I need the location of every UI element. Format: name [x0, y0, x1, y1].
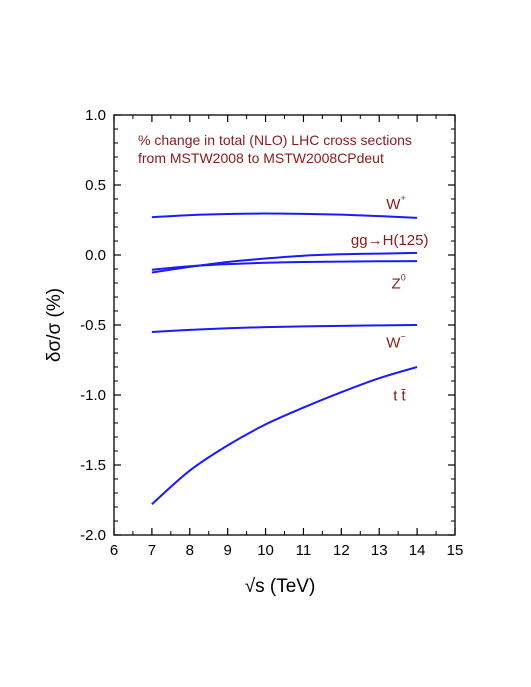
series-labels: W+ gg→H(125) Z0 W− t t̄: [351, 193, 429, 405]
series-label: gg→H(125): [351, 232, 429, 249]
series-line: [151, 324, 418, 333]
y-tick-label: -0.5: [80, 317, 106, 334]
y-tick-label: -1.5: [80, 457, 106, 474]
y-axis-title: δσ/σ (%): [44, 288, 65, 362]
x-tick-label: 12: [333, 542, 350, 559]
y-tick-label: -2.0: [80, 527, 106, 544]
series-line: [151, 212, 418, 219]
x-ticks: 6 7 8 9 10 11 12 13 14 15: [110, 115, 464, 559]
annotation-line-1: % change in total (NLO) LHC cross sectio…: [138, 132, 412, 148]
x-tick-label: 8: [186, 542, 194, 559]
x-tick-label: 11: [296, 542, 312, 559]
x-tick-label: 15: [447, 542, 464, 559]
y-tick-label: 1.0: [85, 107, 106, 124]
y-tick-label: 0.0: [85, 247, 106, 264]
series-line: [151, 366, 418, 505]
series-lines: [151, 212, 418, 505]
series-line: [151, 260, 418, 271]
annotation-line-2: from MSTW2008 to MSTW2008CPdeut: [138, 150, 384, 166]
series-label: t t̄: [393, 388, 406, 405]
x-tick-label: 10: [257, 542, 274, 559]
series-label: W−: [386, 331, 405, 351]
x-tick-label: 7: [148, 542, 156, 559]
x-tick-label: 14: [409, 542, 426, 559]
x-tick-label: 13: [371, 542, 388, 559]
y-ticks: 1.0 0.5 0.0 -0.5 -1.0 -1.5 -2.0: [80, 107, 455, 544]
series-label: Z0: [392, 273, 406, 293]
y-tick-label: -1.0: [80, 387, 106, 404]
x-tick-label: 9: [223, 542, 231, 559]
y-tick-label: 0.5: [85, 177, 106, 194]
x-tick-label: 6: [110, 542, 118, 559]
x-axis-title: √s (TeV): [245, 576, 316, 597]
series-label: W+: [386, 193, 405, 213]
